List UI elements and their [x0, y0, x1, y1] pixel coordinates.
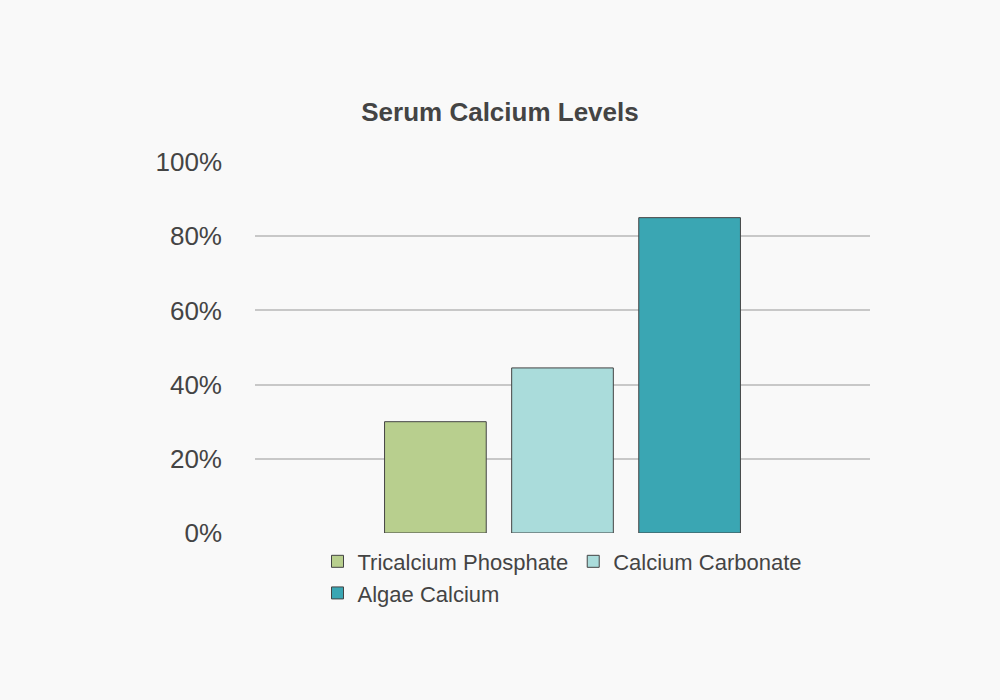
svg-text:Tricalcium Phosphate: Tricalcium Phosphate	[358, 550, 569, 575]
svg-text:0%: 0%	[184, 518, 222, 548]
svg-text:20%: 20%	[170, 444, 222, 474]
svg-text:Algae Calcium: Algae Calcium	[358, 582, 500, 607]
svg-text:Serum Calcium Levels: Serum Calcium Levels	[361, 97, 638, 127]
svg-text:60%: 60%	[170, 296, 222, 326]
svg-text:100%: 100%	[156, 147, 223, 177]
svg-text:40%: 40%	[170, 370, 222, 400]
svg-text:Calcium Carbonate: Calcium Carbonate	[613, 550, 801, 575]
svg-text:80%: 80%	[170, 221, 222, 251]
